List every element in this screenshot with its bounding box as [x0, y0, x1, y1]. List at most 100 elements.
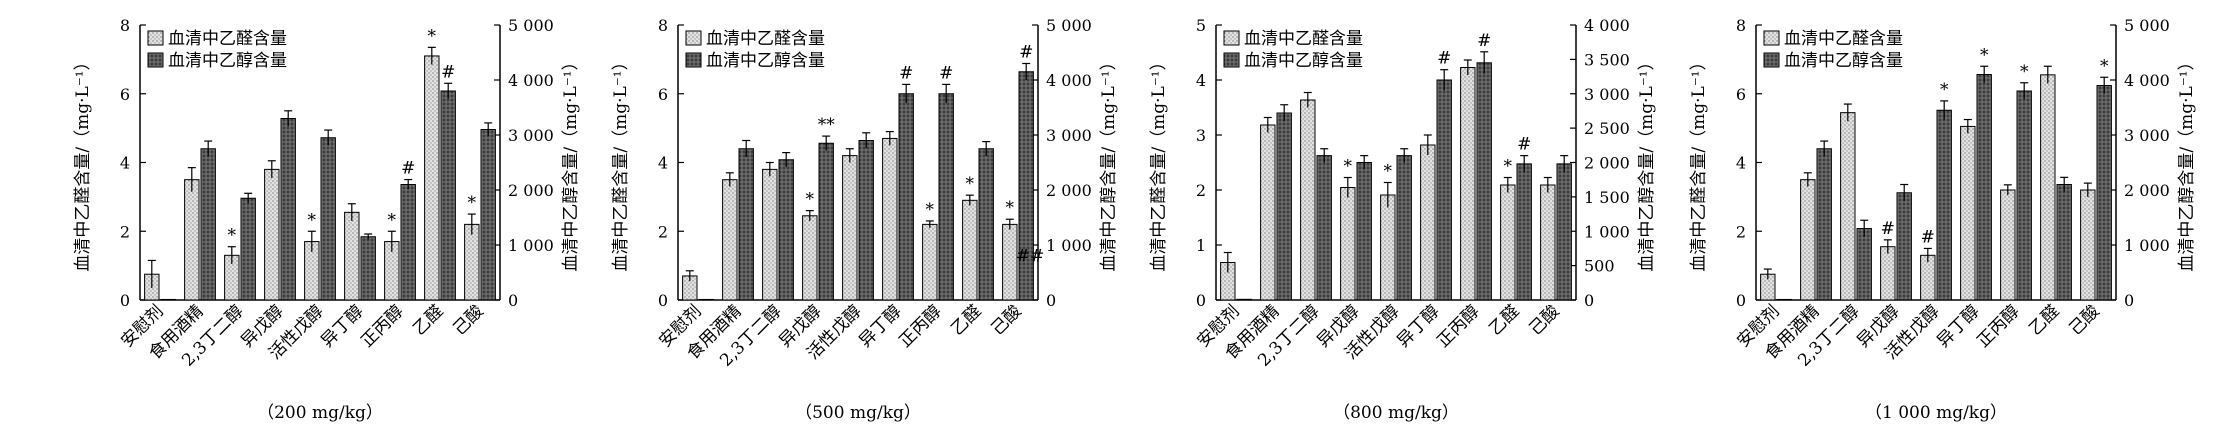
right-tick-label: 0 [1046, 291, 1056, 310]
left-tick-label: 6 [1736, 85, 1746, 104]
legend-swatch-ethanol [685, 52, 702, 68]
bar-ethanol [1516, 163, 1532, 301]
bar-acetaldehyde [1300, 99, 1316, 301]
left-tick-label: 8 [120, 16, 130, 35]
bar-acetaldehyde [962, 199, 978, 301]
right-tick-label: 0 [1584, 291, 1594, 310]
bar-ethanol [1356, 162, 1372, 301]
category-label: 正丙醇 [357, 301, 407, 351]
legend-label-acetaldehyde: 血清中乙醛含量 [1784, 29, 1903, 49]
significance-mark: * [428, 26, 437, 46]
bar-ethanol [2016, 90, 2032, 301]
bar-ethanol [1976, 74, 1992, 301]
legend-swatch-ethanol [1763, 52, 1780, 68]
right-tick-label: 5 000 [1046, 16, 1092, 35]
right-tick-label: 4 000 [508, 71, 554, 90]
chart-panel-3: 0 1 2 3 4 5 0 500 1 000 1 500 2 000 2 500 3 000 3 500… [1149, 16, 1657, 423]
chart-panel-4: 0 2 4 6 8 0 1 000 2 000 3 000 4 000 5 000 血清中乙醛含量/（… [1689, 16, 2197, 423]
category-label: 异丁醇 [1393, 301, 1443, 351]
significance-mark: * [1940, 80, 1949, 100]
right-tick-label: 0 [508, 291, 518, 310]
legend-swatch-acetaldehyde [147, 30, 164, 46]
left-tick-label: 3 [1196, 126, 1206, 145]
bar-ethanol [1436, 79, 1452, 301]
bar-acetaldehyde [1960, 125, 1976, 301]
right-tick-label: 4 000 [1584, 16, 1630, 35]
right-tick-label: 2 000 [1046, 181, 1092, 200]
right-axis-label: 血清中乙醇含量/（mg·L⁻¹） [561, 53, 581, 271]
bar-acetaldehyde [1840, 112, 1856, 301]
right-tick-label: 1 500 [1584, 188, 1630, 207]
bar-acetaldehyde [722, 179, 738, 301]
right-tick-label: 4 000 [1046, 71, 1092, 90]
category-label: 乙醛 [947, 301, 985, 339]
bar-ethanol [2096, 85, 2112, 301]
bar-ethanol [698, 298, 714, 301]
panel-subtitle: （1 000 mg/kg） [1865, 403, 2007, 423]
legend-swatch-ethanol [147, 52, 164, 68]
right-tick-label: 1 000 [1046, 236, 1092, 255]
significance-mark: # [1517, 135, 1531, 155]
right-tick-label: 2 000 [2124, 181, 2170, 200]
left-tick-label: 2 [658, 222, 668, 241]
significance-mark: # [1477, 31, 1491, 51]
left-axis-label: 血清中乙醛含量/（mg·L⁻¹） [1149, 53, 1169, 271]
right-tick-label: 1 000 [508, 236, 554, 255]
right-axis-label: 血清中乙醇含量/（mg·L⁻¹） [1637, 53, 1657, 271]
category-label: 己酸 [987, 301, 1025, 339]
right-tick-label: 1 000 [2124, 236, 2170, 255]
left-tick-label: 2 [1736, 222, 1746, 241]
bar-ethanol [1476, 62, 1492, 301]
category-label: 己酸 [2065, 301, 2103, 339]
bar-acetaldehyde [842, 155, 858, 301]
bar-acetaldehyde [882, 137, 898, 301]
right-tick-label: 3 000 [1584, 85, 1630, 104]
significance-mark: # [441, 62, 455, 82]
bar-ethanol [200, 148, 216, 301]
significance-mark: * [1344, 157, 1353, 177]
category-label: 乙醛 [2025, 301, 2063, 339]
panel-subtitle: （500 mg/kg） [795, 403, 921, 423]
bar-ethanol [858, 140, 874, 301]
bar-acetaldehyde [1880, 246, 1896, 301]
chart-panel-1: 0 2 4 6 8 0 1 000 2 000 3 000 4 000 5 000 血清中乙醛含量/（… [73, 16, 581, 423]
bar-ethanol [400, 184, 416, 301]
significance-mark: * [1384, 162, 1393, 182]
left-tick-label: 4 [1196, 71, 1206, 90]
left-tick-label: 2 [1196, 181, 1206, 200]
bar-acetaldehyde [2040, 74, 2056, 301]
bar-ethanol [480, 129, 496, 301]
left-tick-label: 6 [658, 85, 668, 104]
significance-mark: ## [1016, 247, 1045, 267]
left-tick-label: 0 [120, 291, 130, 310]
right-tick-label: 1 000 [1584, 222, 1630, 241]
right-tick-label: 4 000 [2124, 71, 2170, 90]
bar-ethanol [1856, 228, 1872, 301]
bar-acetaldehyde [464, 223, 480, 301]
bar-acetaldehyde [922, 223, 938, 301]
legend-label-acetaldehyde: 血清中乙醛含量 [706, 29, 825, 49]
bar-ethanol [898, 93, 914, 301]
bar-ethanol [1896, 192, 1912, 301]
bar-acetaldehyde [1460, 67, 1476, 301]
bar-ethanol [1316, 155, 1332, 301]
legend-swatch-ethanol [1223, 52, 1240, 68]
left-tick-label: 2 [120, 222, 130, 241]
significance-mark: * [966, 174, 975, 194]
bar-acetaldehyde [1540, 184, 1556, 301]
legend-swatch-acetaldehyde [1763, 30, 1780, 46]
significance-mark: # [401, 159, 415, 179]
left-tick-label: 0 [1736, 291, 1746, 310]
category-label: 乙醛 [409, 301, 447, 339]
significance-mark: * [2020, 62, 2029, 82]
bar-ethanol [440, 90, 456, 301]
bar-acetaldehyde [762, 168, 778, 301]
bar-ethanol [778, 159, 794, 301]
bar-acetaldehyde [1260, 124, 1276, 301]
significance-mark: * [1980, 45, 1989, 65]
bar-ethanol [2056, 184, 2072, 301]
legend-label-ethanol: 血清中乙醇含量 [168, 51, 287, 71]
bar-acetaldehyde [2000, 189, 2016, 301]
bar-ethanol [280, 118, 296, 301]
